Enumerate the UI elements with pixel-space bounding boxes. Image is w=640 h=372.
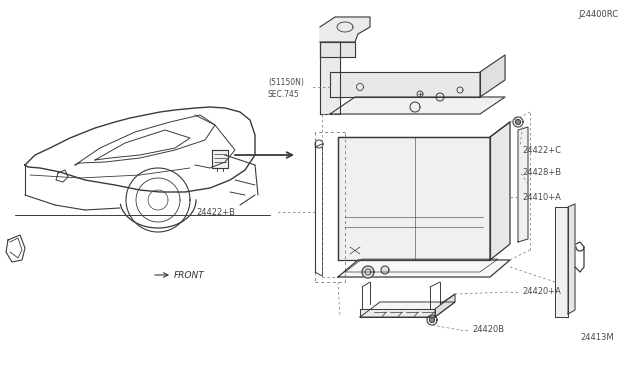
Polygon shape (320, 42, 355, 57)
Polygon shape (568, 204, 575, 314)
Polygon shape (360, 309, 435, 317)
Polygon shape (212, 150, 228, 168)
Polygon shape (320, 17, 370, 42)
Text: 24420B: 24420B (472, 326, 504, 334)
Polygon shape (338, 260, 510, 277)
Text: 24413M: 24413M (580, 333, 614, 341)
Polygon shape (381, 266, 389, 274)
Text: J24400RC: J24400RC (578, 10, 618, 19)
Polygon shape (435, 294, 455, 317)
Polygon shape (330, 97, 505, 114)
Polygon shape (480, 55, 505, 97)
Polygon shape (330, 72, 480, 97)
Polygon shape (490, 122, 510, 260)
Polygon shape (429, 317, 435, 323)
Text: 24422+C: 24422+C (522, 145, 561, 154)
Text: 24422+B: 24422+B (196, 208, 235, 217)
Text: (51150N): (51150N) (268, 77, 304, 87)
Polygon shape (362, 266, 374, 278)
Polygon shape (360, 302, 455, 317)
Text: 24428+B: 24428+B (522, 167, 561, 176)
Text: 24410+A: 24410+A (522, 192, 561, 202)
Text: SEC.745: SEC.745 (268, 90, 300, 99)
Polygon shape (320, 42, 340, 114)
Polygon shape (338, 137, 490, 260)
Polygon shape (555, 207, 568, 317)
Text: 24420+A: 24420+A (522, 288, 561, 296)
Polygon shape (515, 119, 520, 125)
Polygon shape (518, 127, 528, 242)
Text: FRONT: FRONT (174, 270, 205, 279)
